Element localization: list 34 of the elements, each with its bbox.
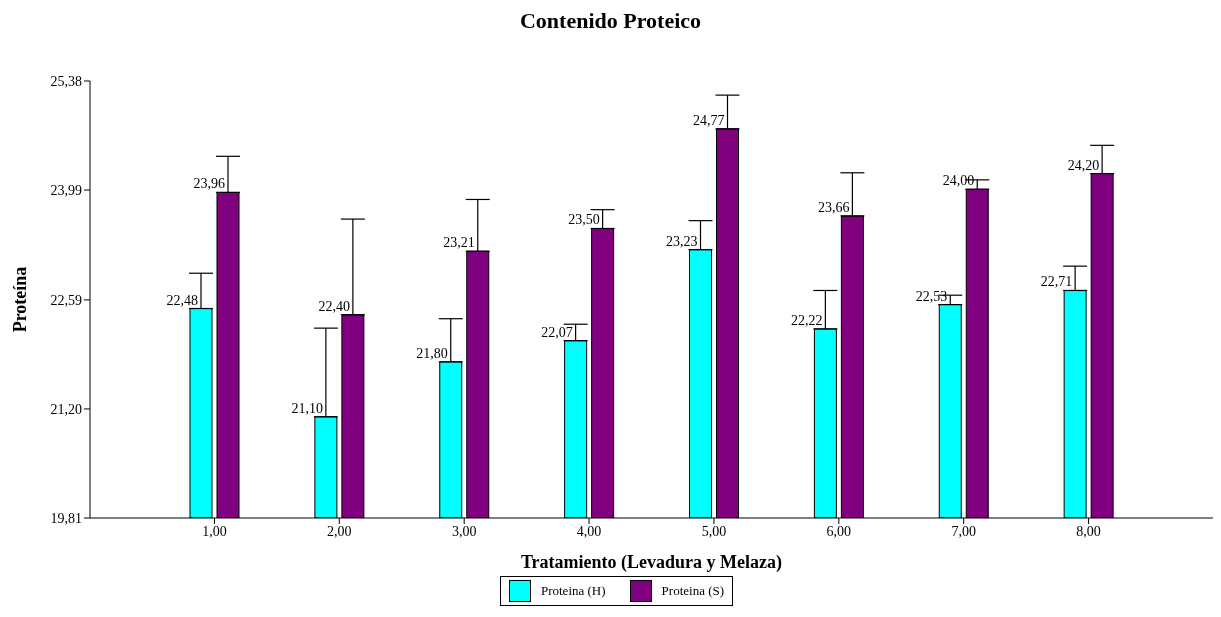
legend-label: Proteina (S): [660, 582, 725, 600]
x-tick-label: 4,00: [576, 523, 602, 539]
x-tick-label: 2,00: [327, 523, 352, 539]
data-label: 22,22: [790, 312, 823, 328]
data-label: 22,40: [318, 298, 350, 314]
data-label: 22,48: [166, 292, 198, 308]
y-tick-label: 21,20: [50, 401, 82, 417]
data-label: 23,21: [443, 235, 475, 251]
y-tick-label: 25,38: [50, 73, 82, 89]
y-tick-label: 23,99: [50, 183, 82, 199]
data-label: 24,00: [942, 173, 975, 189]
data-label: 22,07: [541, 324, 573, 340]
y-tick-label: 19,81: [50, 510, 82, 526]
data-label: 21,80: [416, 345, 448, 361]
data-label: 21,10: [291, 400, 323, 416]
data-label: 22,71: [1040, 274, 1073, 290]
x-tick-label: 6,00: [826, 523, 852, 539]
data-label: 24,77: [693, 112, 725, 128]
x-tick-label: 1,00: [202, 523, 227, 539]
data-label: 22,53: [915, 288, 948, 304]
x-tick-label: 8,00: [1076, 523, 1101, 539]
y-axis-title: Proteína: [10, 266, 31, 333]
y-tick-label: 22,59: [50, 292, 82, 308]
data-label: 24,20: [1067, 157, 1100, 173]
data-label: 23,50: [568, 212, 600, 228]
x-tick-label: 3,00: [451, 523, 477, 539]
data-label: 23,23: [666, 233, 698, 249]
data-label: 23,66: [817, 199, 850, 215]
x-tick-label: 5,00: [701, 523, 727, 539]
x-axis-title: Tratamiento (Levadura y Melaza): [520, 552, 783, 573]
data-label: 23,96: [193, 176, 225, 192]
x-tick-label: 7,00: [951, 523, 976, 539]
chart-title: Contenido Proteico: [518, 8, 703, 35]
legend-label: Proteina (H): [539, 582, 606, 600]
